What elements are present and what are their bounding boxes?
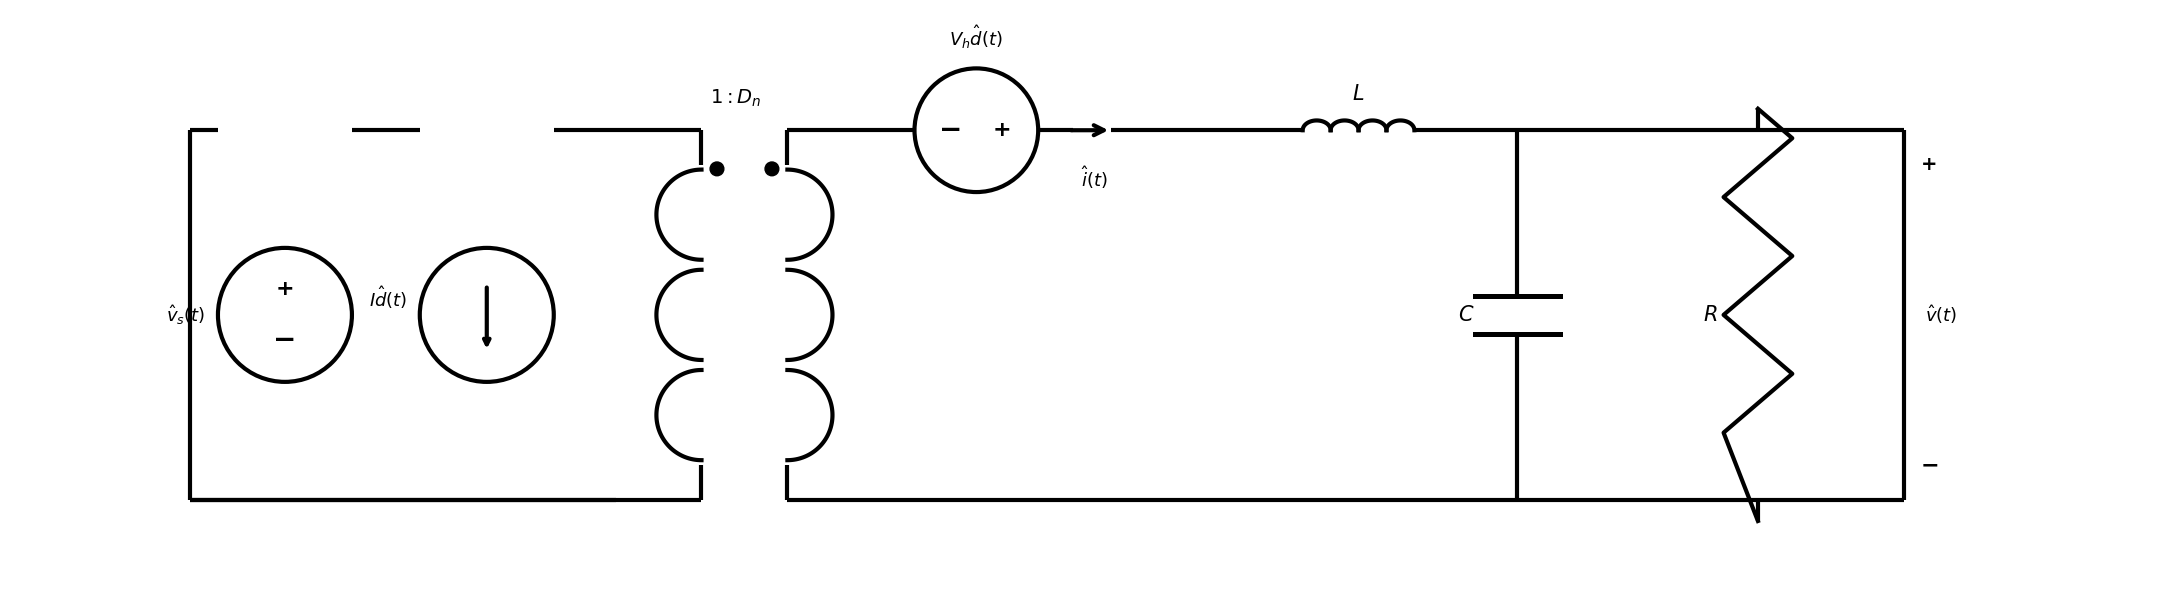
Text: +: + [276, 280, 294, 300]
Text: $V_h\hat{d}(t)$: $V_h\hat{d}(t)$ [949, 24, 1003, 51]
Text: −: − [938, 116, 962, 144]
Text: $R$: $R$ [1704, 305, 1719, 325]
Text: +: + [1921, 155, 1937, 174]
Circle shape [709, 162, 725, 176]
Text: $1:D_n$: $1:D_n$ [709, 88, 762, 109]
Text: $\hat{v}(t)$: $\hat{v}(t)$ [1926, 303, 1958, 326]
Text: $\hat{v}_s(t)$: $\hat{v}_s(t)$ [165, 303, 205, 327]
Text: $L$: $L$ [1351, 85, 1364, 104]
Text: −: − [1921, 455, 1939, 475]
Text: $C$: $C$ [1458, 305, 1473, 325]
Text: $I\hat{d}(t)$: $I\hat{d}(t)$ [368, 284, 407, 311]
Text: $\hat{i}(t)$: $\hat{i}(t)$ [1081, 164, 1108, 191]
Text: −: − [274, 326, 296, 355]
Circle shape [766, 162, 779, 176]
Text: +: + [992, 120, 1012, 140]
